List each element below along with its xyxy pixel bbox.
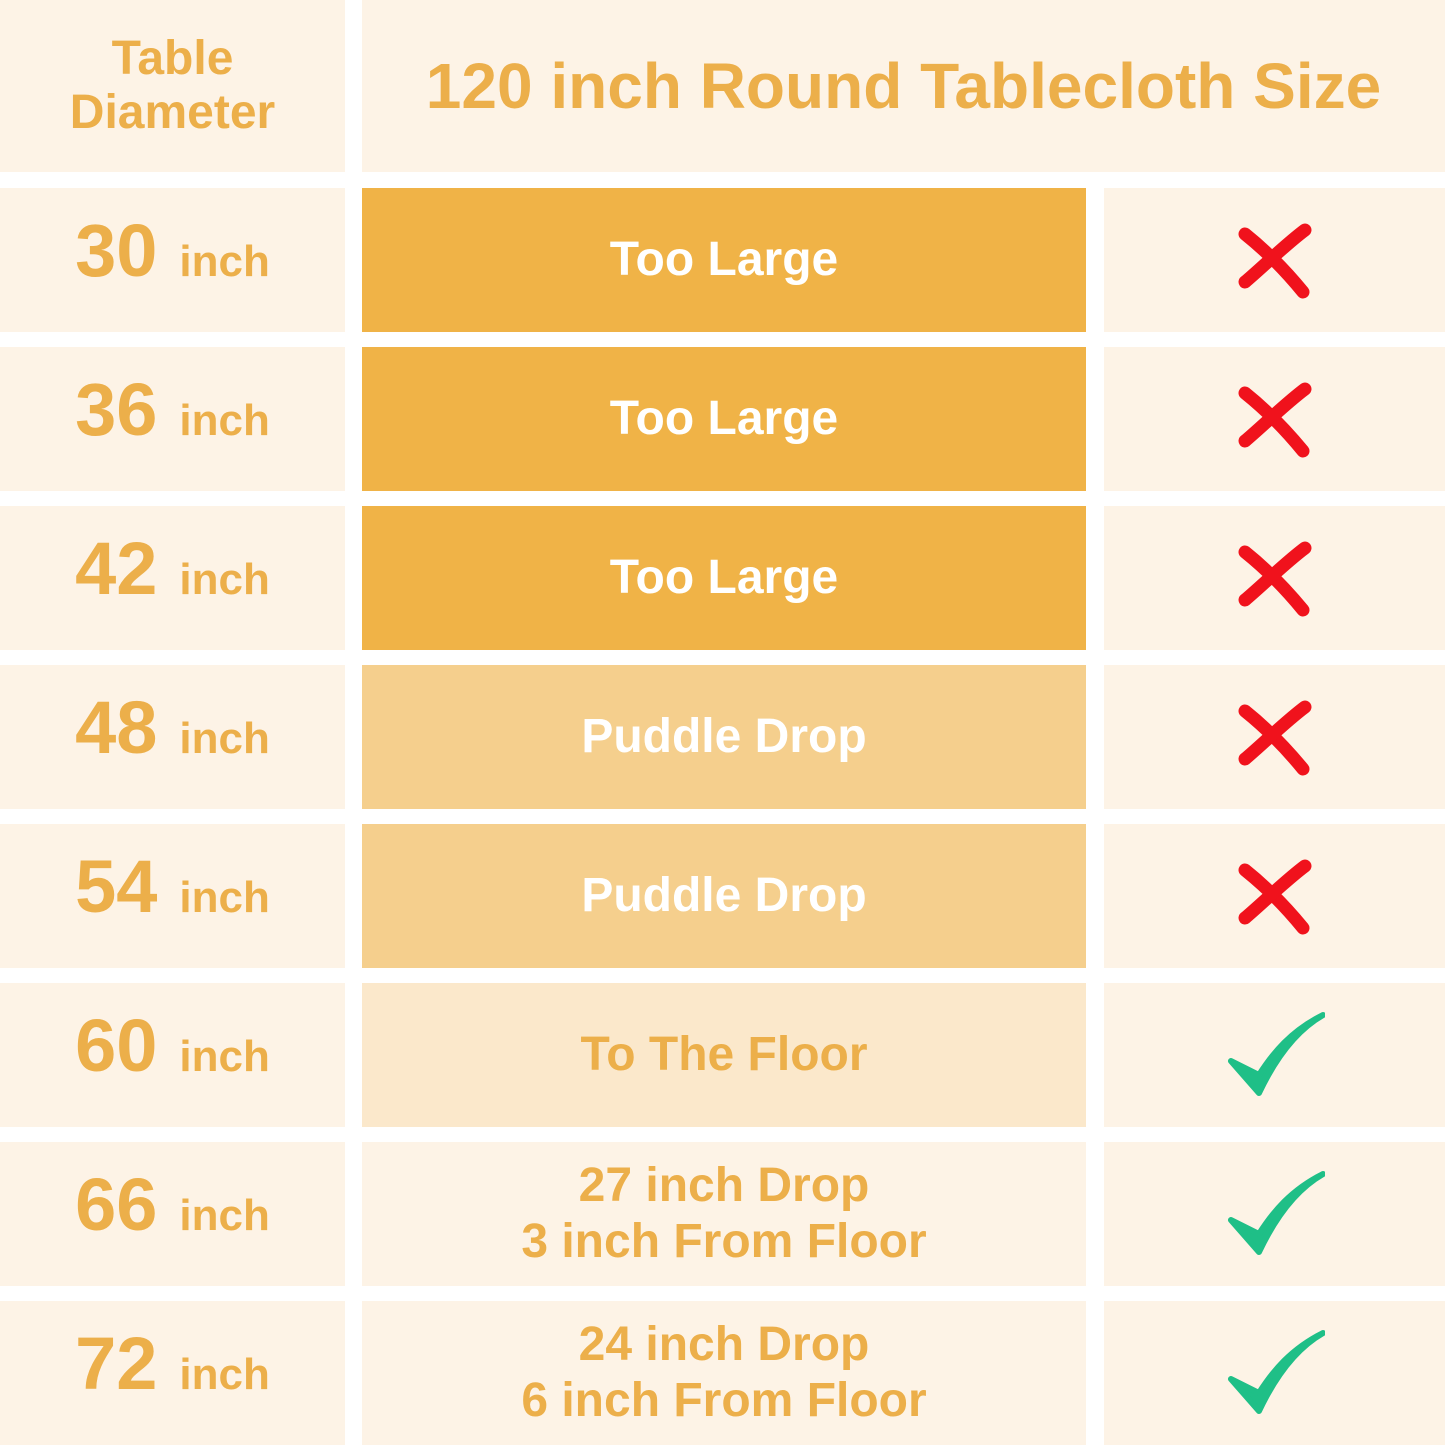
diameter-unit: inch: [179, 555, 270, 604]
diameter-value: 30: [75, 209, 158, 292]
diameter-cell: 48 inch: [0, 665, 345, 809]
result-cell: [1104, 983, 1445, 1127]
fit-cell: Puddle Drop: [362, 824, 1086, 968]
diameter-cell: 42 inch: [0, 506, 345, 650]
diameter-value: 60: [75, 1004, 158, 1087]
header-diameter: Table Diameter: [0, 0, 345, 172]
cross-icon: [1238, 382, 1311, 458]
diameter-cell: 30 inch: [0, 188, 345, 332]
fit-cell: Too Large: [362, 347, 1086, 491]
diameter-value: 48: [75, 686, 158, 769]
fit-cell: Too Large: [362, 188, 1086, 332]
fit-text: Too Large: [609, 392, 839, 445]
header-size: 120 inch Round Tablecloth Size: [362, 0, 1445, 172]
fit-text: Too Large: [609, 233, 839, 286]
diameter-cell: 54 inch: [0, 824, 345, 968]
result-cell: [1104, 1301, 1445, 1445]
fit-cell: Too Large: [362, 506, 1086, 650]
header-title: 120 inch Round Tablecloth Size: [425, 50, 1382, 122]
result-cell: [1104, 1142, 1445, 1286]
diameter-cell: 60 inch: [0, 983, 345, 1127]
diameter-cell: 36 inch: [0, 347, 345, 491]
header-line: Table: [111, 32, 234, 85]
check-icon: [1227, 1330, 1325, 1414]
fit-cell: 24 inch Drop 6 inch From Floor: [362, 1301, 1086, 1445]
fit-cell: 27 inch Drop 3 inch From Floor: [362, 1142, 1086, 1286]
cross-icon: [1238, 223, 1311, 299]
header-line: Diameter: [69, 86, 276, 139]
diameter-unit: inch: [179, 237, 270, 286]
diameter-cell: 72 inch: [0, 1301, 345, 1445]
result-cell: [1104, 665, 1445, 809]
fit-cell: To The Floor: [362, 983, 1086, 1127]
fit-text: Puddle Drop: [581, 710, 867, 763]
diameter-unit: inch: [179, 1032, 270, 1081]
check-icon: [1227, 1171, 1325, 1255]
diameter-unit: inch: [179, 714, 270, 763]
fit-text: Puddle Drop: [581, 869, 867, 922]
fit-text: 3 inch From Floor: [521, 1215, 927, 1268]
fit-cell: Puddle Drop: [362, 665, 1086, 809]
check-icon: [1227, 1012, 1325, 1096]
diameter-cell: 66 inch: [0, 1142, 345, 1286]
result-cell: [1104, 506, 1445, 650]
cross-icon: [1238, 859, 1311, 935]
diameter-value: 36: [75, 368, 158, 451]
fit-text: 27 inch Drop: [578, 1159, 870, 1212]
diameter-value: 42: [75, 527, 158, 610]
diameter-unit: inch: [179, 873, 270, 922]
result-cell: [1104, 188, 1445, 332]
diameter-unit: inch: [179, 396, 270, 445]
diameter-unit: inch: [179, 1191, 270, 1240]
cross-icon: [1238, 700, 1311, 776]
fit-text: 6 inch From Floor: [521, 1374, 927, 1427]
diameter-value: 72: [75, 1322, 158, 1405]
result-cell: [1104, 824, 1445, 968]
fit-text: 24 inch Drop: [578, 1318, 870, 1371]
fit-text: To The Floor: [580, 1028, 868, 1081]
fit-text: Too Large: [609, 551, 839, 604]
diameter-value: 66: [75, 1163, 158, 1246]
cross-icon: [1238, 541, 1311, 617]
result-cell: [1104, 347, 1445, 491]
diameter-unit: inch: [179, 1350, 270, 1399]
diameter-value: 54: [75, 845, 158, 928]
